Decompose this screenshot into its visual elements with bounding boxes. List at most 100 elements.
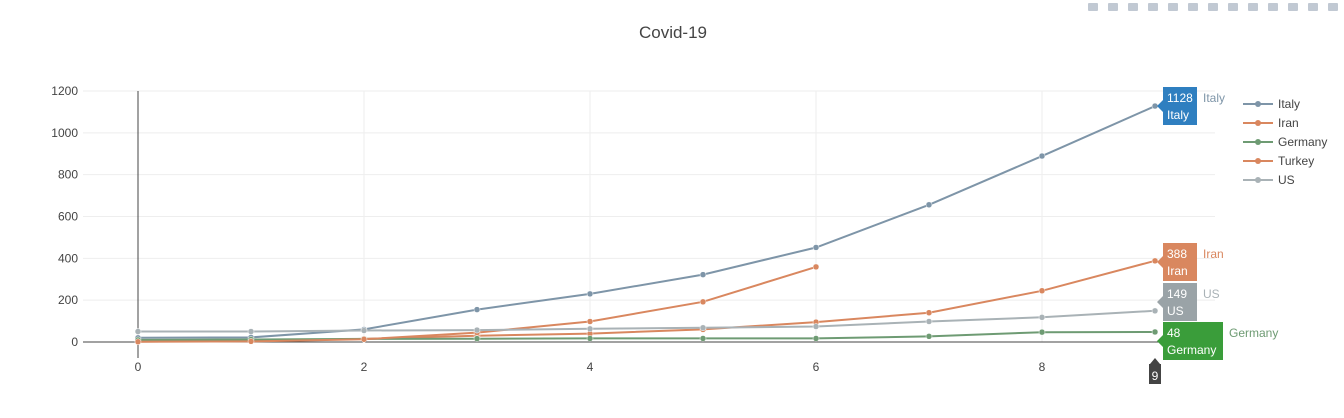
data-point xyxy=(473,306,481,313)
data-point xyxy=(1151,257,1159,265)
data-point xyxy=(1151,307,1159,315)
legend-label: US xyxy=(1278,173,1295,187)
data-point xyxy=(360,336,368,343)
x-tick-label: 8 xyxy=(1039,360,1046,374)
hover-layer: 1128 Italy Italy 388 Iran Iran 149 US US 48 German… xyxy=(1149,87,1278,384)
legend-item-germany: Germany xyxy=(1243,135,1327,149)
series-us xyxy=(134,307,1159,335)
hover-trace-name: US xyxy=(1203,287,1220,301)
spike-lines-icon[interactable] xyxy=(1266,1,1280,13)
data-point xyxy=(1038,314,1046,321)
data-point xyxy=(586,335,594,342)
legend-item-iran: Iran xyxy=(1243,116,1299,130)
series-line xyxy=(137,259,1156,343)
hover-trace-name: Iran xyxy=(1203,247,1224,261)
hover-value: 1128 xyxy=(1167,91,1193,105)
hover-box xyxy=(1157,243,1197,281)
data-point xyxy=(134,328,142,335)
series-line xyxy=(137,331,1156,341)
legend-marker xyxy=(1255,158,1261,164)
grid xyxy=(83,90,1215,342)
lasso-icon[interactable] xyxy=(1166,1,1180,13)
hover-label-iran: 388 Iran Iran xyxy=(1157,243,1224,281)
hover-trace-name: Germany xyxy=(1229,326,1278,340)
plotly-logo-icon[interactable] xyxy=(1326,1,1340,13)
x-tick-label: 0 xyxy=(135,360,142,374)
zoom-icon[interactable] xyxy=(1106,1,1120,13)
y-tick-label: 800 xyxy=(58,168,78,182)
data-point xyxy=(925,318,933,325)
data-point xyxy=(1038,328,1046,336)
data-point xyxy=(699,271,707,278)
data-point xyxy=(360,327,368,334)
legend: Italy Iran Germany Turkey US xyxy=(1243,97,1327,187)
box-select-icon[interactable] xyxy=(1146,1,1160,13)
x-tick-label: 4 xyxy=(587,360,594,374)
autoscale-icon[interactable] xyxy=(1226,1,1240,13)
zoom-out-icon[interactable] xyxy=(1206,1,1220,13)
zoom-in-icon[interactable] xyxy=(1186,1,1200,13)
hover-x-box xyxy=(1149,358,1161,384)
data-point xyxy=(247,328,255,335)
camera-icon[interactable] xyxy=(1086,1,1100,13)
modebar xyxy=(1086,0,1344,14)
data-point xyxy=(925,201,933,209)
legend-item-turkey: Turkey xyxy=(1243,154,1314,168)
reset-axes-icon[interactable] xyxy=(1246,1,1260,13)
data-point xyxy=(473,335,481,342)
series-line xyxy=(137,105,1156,339)
data-point xyxy=(1038,152,1046,160)
data-point xyxy=(812,323,820,330)
series-germany xyxy=(134,328,1159,344)
data-point xyxy=(473,326,481,334)
data-point xyxy=(1038,287,1046,295)
hover-x-label: 9 xyxy=(1149,358,1161,384)
hover-label-italy: 1128 Italy Italy xyxy=(1157,87,1225,125)
y-tick-label: 1200 xyxy=(51,84,78,98)
hover-label-germany: 48 Germany Germany xyxy=(1157,322,1278,360)
hover-series: US xyxy=(1167,304,1184,318)
legend-marker xyxy=(1255,177,1261,183)
data-point xyxy=(812,335,820,342)
y-tick-label: 1000 xyxy=(51,126,78,140)
legend-label: Iran xyxy=(1278,116,1299,130)
hover-compare-icon[interactable] xyxy=(1306,1,1320,13)
series-layer xyxy=(134,102,1159,346)
hover-series: Italy xyxy=(1167,108,1189,122)
hover-value: 149 xyxy=(1167,287,1187,301)
hover-closest-icon[interactable] xyxy=(1286,1,1300,13)
data-point xyxy=(812,244,820,251)
series-italy xyxy=(134,102,1159,342)
hover-series: Iran xyxy=(1167,264,1188,278)
hover-series: Germany xyxy=(1167,343,1216,357)
series-line xyxy=(138,309,1156,333)
data-point xyxy=(1151,328,1159,336)
chart-title: Covid-19 xyxy=(639,23,707,42)
y-tick-label: 200 xyxy=(58,293,78,307)
hover-label-us: 149 US US xyxy=(1157,283,1220,321)
hover-value: 388 xyxy=(1167,247,1187,261)
hover-value: 48 xyxy=(1167,326,1181,340)
data-point xyxy=(925,333,933,340)
legend-label: Italy xyxy=(1278,97,1300,111)
data-point xyxy=(699,298,707,306)
data-point xyxy=(586,290,594,298)
data-point xyxy=(812,263,820,271)
legend-label: Turkey xyxy=(1278,154,1314,168)
y-tick-label: 600 xyxy=(58,210,78,224)
legend-item-italy: Italy xyxy=(1243,97,1300,111)
data-point xyxy=(925,309,933,316)
hover-trace-name: Italy xyxy=(1203,91,1225,105)
data-point xyxy=(586,318,594,325)
hover-box xyxy=(1157,283,1197,321)
legend-marker xyxy=(1255,101,1261,107)
y-tick-label: 400 xyxy=(58,251,78,265)
legend-label: Germany xyxy=(1278,135,1327,149)
legend-item-us: US xyxy=(1243,173,1295,187)
hover-box xyxy=(1157,87,1197,125)
pan-icon[interactable] xyxy=(1126,1,1140,13)
hover-box xyxy=(1157,322,1223,360)
x-tick-label: 6 xyxy=(813,360,820,374)
data-point xyxy=(699,324,707,332)
